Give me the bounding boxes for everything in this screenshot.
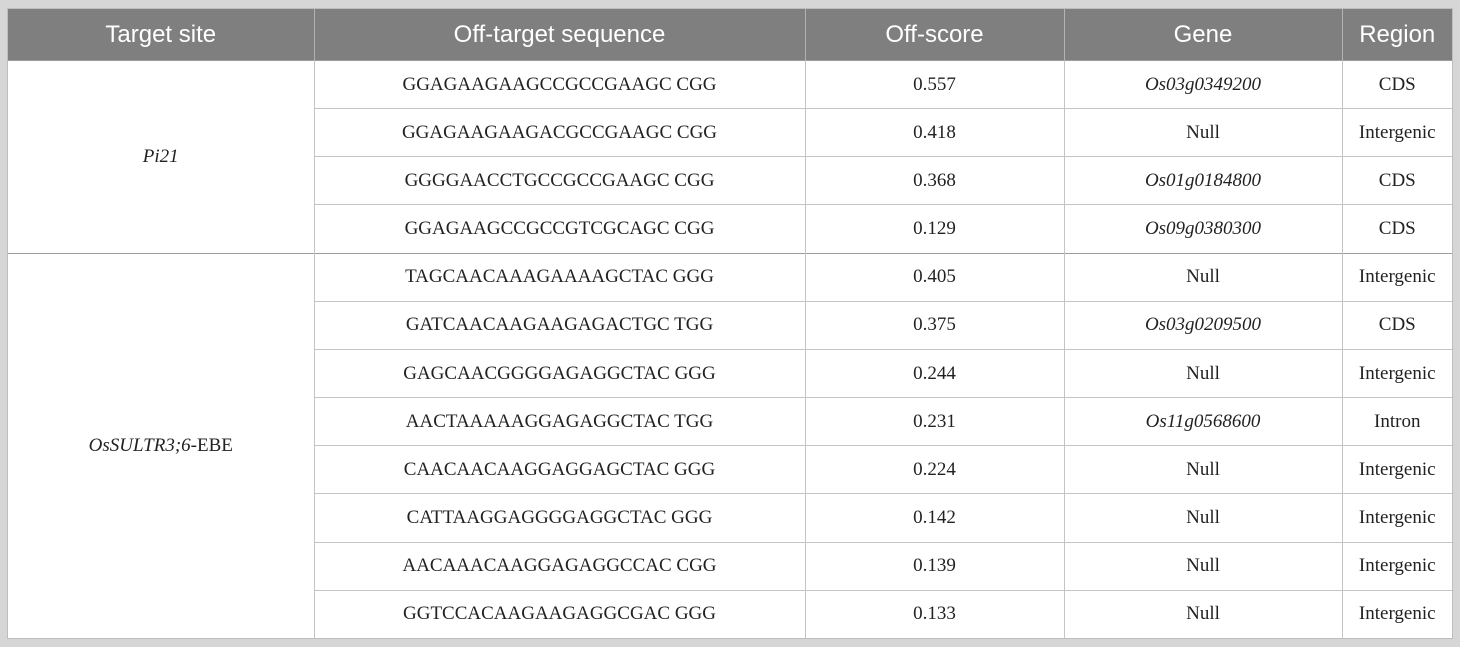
header-off-target-sequence: Off-target sequence	[313, 9, 805, 61]
region-cell: Intergenic	[1341, 541, 1452, 591]
off-target-table-frame: Target site Off-target sequence Off-scor…	[7, 8, 1453, 639]
sequence-cell: AACAAACAAGGAGAGGCCAC CGG	[313, 541, 805, 591]
sequence-cell: GGTCCACAAGAAGAGGCGAC GGG	[313, 589, 805, 638]
sequence-cell: GATCAACAAGAAGAGACTGC TGG	[313, 300, 805, 350]
sequence-cell: CATTAAGGAGGGGAGGCTAC GGG	[313, 493, 805, 543]
header-target-site: Target site	[8, 9, 314, 61]
off-score-cell: 0.142	[804, 493, 1064, 543]
header-row: Target site Off-target sequence Off-scor…	[8, 9, 1452, 61]
gene-cell: Os09g0380300	[1063, 204, 1342, 254]
table-row: CATTAAGGAGGGGAGGCTAC GGG 0.142 Null Interge…	[8, 493, 1452, 543]
gene-cell: Null	[1063, 348, 1342, 398]
gene-cell: Os01g0184800	[1063, 156, 1342, 205]
off-score-cell: 0.557	[804, 59, 1064, 109]
gene-cell: Null	[1063, 445, 1342, 494]
off-target-table: Target site Off-target sequence Off-scor…	[8, 9, 1452, 638]
region-cell: Intergenic	[1341, 493, 1452, 543]
region-cell: CDS	[1341, 204, 1452, 254]
region-cell: Intergenic	[1341, 589, 1452, 638]
off-score-cell: 0.133	[804, 589, 1064, 638]
table-row: GAGCAACGGGGAGAGGCTAC GGG 0.244 Null Interge…	[8, 348, 1452, 398]
region-cell: Intergenic	[1341, 108, 1452, 157]
table-row: AACTAAAAAGGAGAGGCTAC TGG 0.231 Os11g056860…	[8, 397, 1452, 446]
sequence-cell: GGAGAAGAAGCCGCCGAAGC CGG	[313, 59, 805, 109]
sequence-cell: GAGCAACGGGGAGAGGCTAC GGG	[313, 348, 805, 398]
sequence-cell: GGGGAACCTGCCGCCGAAGC CGG	[313, 156, 805, 205]
table-row: GGAGAAGAAGACGCCGAAGC CGG 0.418 Null Interge…	[8, 108, 1452, 157]
sequence-cell: GGAGAAGCCGCCGTCGCAGC CGG	[313, 204, 805, 254]
target-site-suffix: -EBE	[190, 434, 233, 456]
region-cell: Intron	[1341, 397, 1452, 446]
off-score-cell: 0.244	[804, 348, 1064, 398]
off-score-cell: 0.418	[804, 108, 1064, 157]
sequence-cell: TAGCAACAAAGAAAAGCTAC GGG	[313, 252, 805, 302]
gene-cell: Os03g0349200	[1063, 59, 1342, 109]
off-score-cell: 0.224	[804, 445, 1064, 494]
off-score-cell: 0.231	[804, 397, 1064, 446]
off-score-cell: 0.405	[804, 252, 1064, 302]
table-row: Pi21 GGAGAAGAAGCCGCCGAAGC CGG 0.557 Os03g03…	[8, 59, 1452, 254]
gene-cell: Null	[1063, 541, 1342, 591]
sequence-cell: AACTAAAAAGGAGAGGCTAC TGG	[313, 397, 805, 446]
gene-cell: Os03g0209500	[1063, 300, 1342, 350]
table-row: GGTCCACAAGAAGAGGCGAC GGG 0.133 Null Interge…	[8, 589, 1452, 638]
table-row: GGGGAACCTGCCGCCGAAGC CGG 0.368 Os01g018480…	[8, 156, 1452, 205]
off-score-cell: 0.139	[804, 541, 1064, 591]
header-gene: Gene	[1063, 9, 1342, 61]
target-site-cell: OsSULTR3;6-EBE	[8, 252, 314, 638]
table-row: CAACAACAAGGAGGAGCTAC GGG 0.224 Null Interge…	[8, 445, 1452, 494]
header-off-score: Off-score	[804, 9, 1064, 61]
gene-cell: Null	[1063, 493, 1342, 543]
off-score-cell: 0.368	[804, 156, 1064, 205]
table-row: OsSULTR3;6-EBE TAGCAACAAAGAAAAGCTAC GGG 0.…	[8, 252, 1452, 638]
target-site-name: Pi21	[142, 145, 179, 167]
region-cell: Intergenic	[1341, 252, 1452, 302]
off-score-cell: 0.375	[804, 300, 1064, 350]
header-region: Region	[1341, 9, 1452, 61]
target-site-cell: Pi21	[8, 60, 314, 254]
off-score-cell: 0.129	[804, 204, 1064, 254]
region-cell: Intergenic	[1341, 348, 1452, 398]
gene-cell: Null	[1063, 589, 1342, 638]
region-cell: CDS	[1341, 156, 1452, 205]
table-row: GGAGAAGCCGCCGTCGCAGC CGG 0.129 Os09g038030…	[8, 204, 1452, 254]
region-cell: CDS	[1341, 59, 1452, 109]
table-body: Pi21 GGAGAAGAAGCCGCCGAAGC CGG 0.557 Os03g03…	[8, 59, 1452, 638]
table-row: GATCAACAAGAAGAGACTGC TGG 0.375 Os03g020950…	[8, 300, 1452, 350]
gene-cell: Null	[1063, 108, 1342, 157]
gene-cell: Os11g0568600	[1063, 397, 1342, 446]
region-cell: Intergenic	[1341, 445, 1452, 494]
region-cell: CDS	[1341, 300, 1452, 350]
table-row: AACAAACAAGGAGAGGCCAC CGG 0.139 Null Interge…	[8, 541, 1452, 591]
sequence-cell: CAACAACAAGGAGGAGCTAC GGG	[313, 445, 805, 494]
sequence-cell: GGAGAAGAAGACGCCGAAGC CGG	[313, 108, 805, 157]
target-site-name: OsSULTR3;6	[88, 434, 191, 456]
gene-cell: Null	[1063, 252, 1342, 302]
